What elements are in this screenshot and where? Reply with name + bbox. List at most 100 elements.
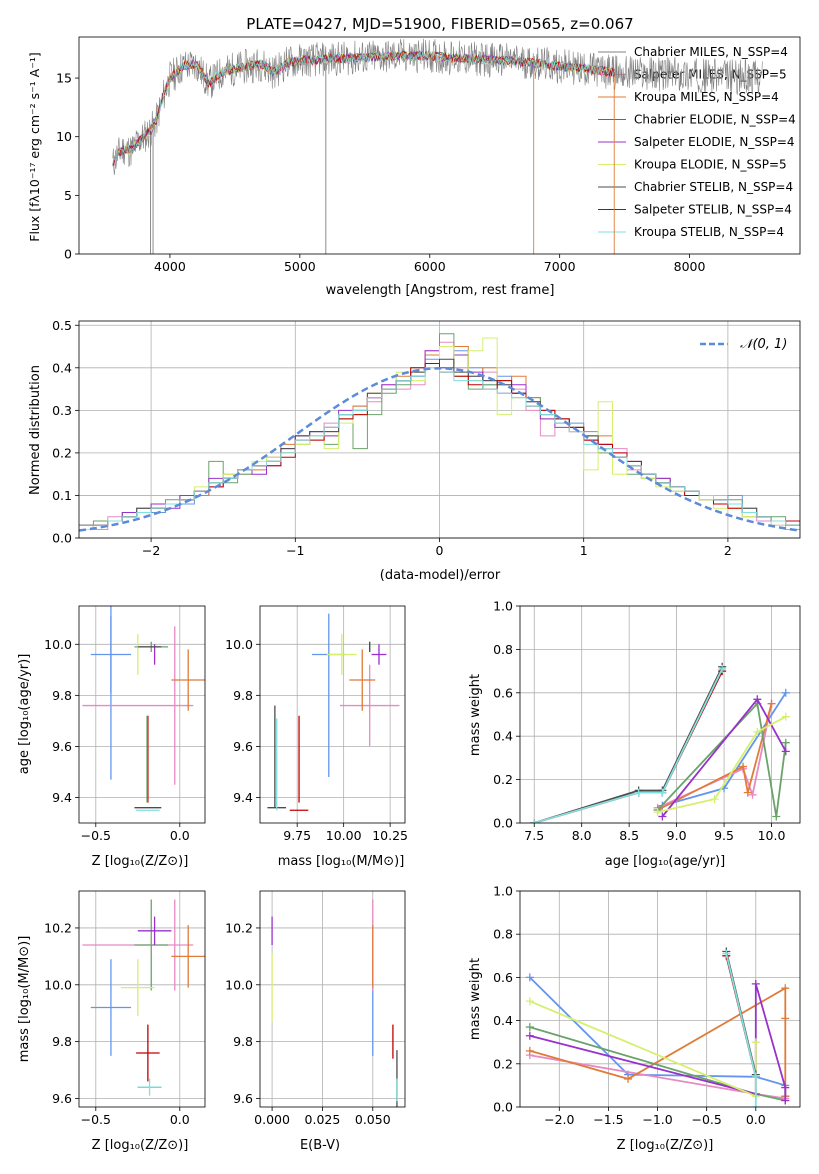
ebv-mass-xlabel: E(B-V) [300, 1138, 340, 1153]
axes-frame [78, 320, 801, 539]
weight-marker [781, 712, 790, 721]
weight-marker [751, 1103, 760, 1107]
weight-marker [751, 979, 760, 988]
weight-marker [781, 1014, 790, 1023]
age-weight-data [530, 662, 790, 823]
x-tick-label: 4000 [154, 259, 186, 274]
y-tick-label: 9.6 [52, 739, 72, 754]
residuals-xlabel: (data-model)/error [380, 568, 501, 583]
legend-label: Salpeter ELODIE, N_SSP=4 [634, 135, 795, 149]
x-tick-label: 8.5 [619, 828, 639, 843]
y-tick-label: 10.0 [44, 637, 72, 652]
weight-marker [748, 790, 757, 799]
axes-frame [259, 890, 406, 1108]
ebv-mass-data [271, 899, 398, 1107]
normal-curve [79, 367, 800, 532]
weight-marker [753, 695, 762, 704]
weight-marker [781, 747, 790, 756]
residuals-data [79, 333, 800, 538]
y-tick-label: 10.0 [44, 977, 72, 992]
x-tick-label: 7.5 [524, 828, 544, 843]
y-tick-label: 10.2 [44, 920, 72, 935]
residuals-panel: (data-model)/error Normed distribution 𝒩… [28, 337, 787, 583]
y-tick-label: 1.0 [493, 884, 513, 899]
y-tick-label: 0.6 [493, 970, 513, 985]
weight-marker [718, 664, 727, 673]
weight-line [533, 666, 724, 823]
residuals-ylabel: Normed distribution [28, 365, 43, 495]
figure-title: PLATE=0427, MJD=51900, FIBERID=0565, z=0… [246, 15, 633, 33]
z-weight-plot: −2.0 −1.5 −1.0 −0.5 0.0 0.0 0.2 0.4 0.6 0.8 1.0 [493, 884, 801, 1127]
y-tick-label: 0.1 [52, 488, 72, 503]
x-tick-label: 0.000 [254, 1112, 290, 1127]
y-tick-label: 0.5 [52, 318, 72, 333]
x-tick-label: 9.75 [283, 828, 311, 843]
x-tick-label: 9.5 [714, 828, 734, 843]
x-tick-label: −0.5 [691, 1112, 721, 1127]
y-tick-label: 9.8 [52, 688, 72, 703]
mass-age-xlabel: mass [log₁₀(M/M⊙)] [278, 854, 405, 869]
weight-marker [772, 812, 781, 821]
age-weight-ylabel: mass weight [468, 674, 483, 756]
weight-marker [781, 1083, 790, 1092]
weight-line [657, 715, 787, 813]
weight-marker [751, 1072, 760, 1081]
axes-frame [78, 605, 206, 824]
z-age-plot: −0.5 0.0 9.4 9.6 9.8 10.0 [44, 605, 206, 843]
weight-marker [653, 808, 662, 817]
y-tick-label: 10.0 [225, 637, 253, 652]
y-tick-label: 1.0 [493, 599, 513, 614]
y-tick-label: 0 [64, 247, 72, 262]
legend-label: Kroupa STELIB, N_SSP=4 [634, 225, 784, 239]
x-tick-label: 10.0 [758, 828, 786, 843]
x-tick-label: 5000 [284, 259, 316, 274]
age-weight-xlabel: age [log₁₀(age/yr)] [605, 854, 726, 869]
weight-marker [781, 1096, 790, 1105]
model-spectrum-line [112, 51, 616, 164]
y-tick-label: 9.6 [52, 1091, 72, 1106]
axes-frame [519, 890, 801, 1108]
ebv-mass-plot: 0.000 0.025 0.050 9.6 9.8 10.0 10.2 [225, 890, 406, 1127]
spectrum-plot: 4000 5000 6000 7000 8000 0 5 10 15 [56, 36, 801, 274]
y-tick-label: 9.6 [233, 739, 253, 754]
y-tick-label: 0.6 [493, 685, 513, 700]
y-tick-label: 9.4 [233, 790, 253, 805]
weight-line [533, 668, 724, 823]
weight-marker [624, 1074, 633, 1083]
y-tick-label: 9.6 [233, 1091, 253, 1106]
weight-line [533, 670, 724, 823]
y-tick-label: 10 [56, 129, 72, 144]
y-tick-label: 9.4 [52, 790, 72, 805]
residuals-legend: 𝒩(0, 1) [700, 337, 787, 352]
spectrum-data [112, 38, 763, 254]
mass-age-plot: 9.75 10.00 10.25 9.4 9.6 9.8 10.0 [225, 605, 408, 843]
x-tick-label: 0.050 [355, 1112, 391, 1127]
spectrum-ylabel: Flux [fλ10⁻¹⁷ erg cm⁻² s⁻¹ A⁻¹] [27, 52, 42, 241]
weight-marker [710, 795, 719, 804]
weight-marker [743, 788, 752, 797]
x-tick-label: 2 [724, 543, 732, 558]
x-tick-label: −2 [142, 543, 160, 558]
x-tick-label: 0.0 [746, 1112, 766, 1127]
weight-marker [525, 1023, 534, 1032]
y-tick-label: 0.3 [52, 403, 72, 418]
y-tick-label: 5 [64, 188, 72, 203]
z-weight-xlabel: Z [log₁₀(Z/Z⊙)] [617, 1138, 714, 1153]
weight-marker [753, 727, 762, 736]
axes-frame [78, 36, 801, 255]
z-weight-ylabel: mass weight [468, 958, 483, 1040]
weight-line [656, 701, 787, 817]
x-tick-label: 9.0 [667, 828, 687, 843]
x-tick-label: 1 [580, 543, 588, 558]
y-tick-label: 10.2 [225, 920, 253, 935]
weight-marker [530, 819, 539, 823]
axes-frame [259, 605, 406, 824]
x-tick-label: 8.0 [572, 828, 592, 843]
y-tick-label: 9.8 [233, 688, 253, 703]
legend-label: Chabrier STELIB, N_SSP=4 [634, 180, 793, 194]
histogram-step [79, 367, 800, 538]
weight-marker [658, 788, 667, 797]
weight-marker [751, 1038, 760, 1047]
z-age-data [82, 606, 205, 811]
